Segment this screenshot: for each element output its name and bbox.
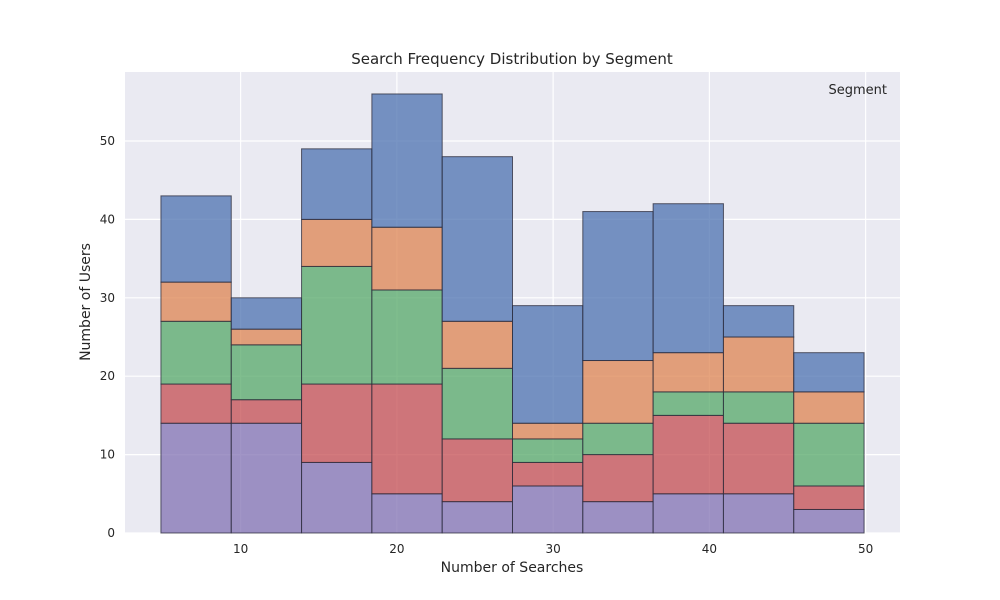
bar-segment-5 xyxy=(230,297,303,330)
y-axis-label: Number of Users xyxy=(78,243,94,361)
bars xyxy=(160,93,865,534)
bar-segment-3 xyxy=(793,422,865,487)
bar-segment-4 xyxy=(512,422,584,440)
bar-segment-5 xyxy=(582,211,654,362)
bar-segment-5 xyxy=(441,156,513,322)
bar-segment-4 xyxy=(793,391,865,424)
x-tick-label: 50 xyxy=(858,542,873,556)
bar-segment-5 xyxy=(652,203,724,354)
bar-segment-1 xyxy=(722,493,795,534)
chart-title: Search Frequency Distribution by Segment xyxy=(351,50,673,68)
y-tick-label: 40 xyxy=(100,212,115,226)
bar-segment-1 xyxy=(230,422,303,534)
bar-segment-3 xyxy=(441,367,513,440)
y-tick-label: 20 xyxy=(100,369,115,383)
bar-segment-3 xyxy=(512,438,584,463)
bar-segment-2 xyxy=(793,485,865,510)
x-ticks: 10 20 30 40 50 xyxy=(233,542,873,556)
x-tick-label: 20 xyxy=(389,542,404,556)
bar-segment-4 xyxy=(371,226,443,291)
bar-segment-2 xyxy=(652,414,724,495)
bar-segment-2 xyxy=(512,461,584,487)
bar-segment-2 xyxy=(371,383,443,495)
bar-segment-3 xyxy=(652,391,724,416)
bar-segment-2 xyxy=(301,383,373,463)
legend-title: Segment xyxy=(829,83,888,98)
bar-segment-5 xyxy=(793,352,865,393)
bar-segment-4 xyxy=(160,281,232,322)
bar-segment-4 xyxy=(582,360,654,424)
x-axis-label: Number of Searches xyxy=(441,560,584,576)
y-tick-label: 0 xyxy=(107,526,115,540)
bar-segment-2 xyxy=(230,399,303,424)
y-tick-label: 50 xyxy=(100,134,115,148)
y-ticks: 0 10 20 30 40 50 xyxy=(100,134,115,540)
bar-segment-2 xyxy=(582,454,654,503)
bar-segment-3 xyxy=(301,265,373,385)
bar-segment-3 xyxy=(160,320,232,385)
bar-segment-1 xyxy=(582,501,654,534)
bar-segment-5 xyxy=(371,93,443,228)
bar-segment-1 xyxy=(512,485,584,534)
bar-segment-5 xyxy=(512,305,584,424)
bar-segment-4 xyxy=(722,336,795,393)
bar-segment-4 xyxy=(441,320,513,369)
bar-segment-1 xyxy=(652,493,724,534)
x-tick-label: 30 xyxy=(545,542,560,556)
bar-segment-3 xyxy=(230,344,303,401)
bar-segment-5 xyxy=(722,305,795,338)
bar-segment-5 xyxy=(301,148,373,220)
y-tick-label: 30 xyxy=(100,291,115,305)
bar-segment-1 xyxy=(160,422,232,534)
bar-segment-3 xyxy=(722,391,795,424)
bar-segment-1 xyxy=(441,501,513,534)
bar-segment-3 xyxy=(371,289,443,385)
bar-segment-4 xyxy=(652,352,724,393)
x-tick-label: 40 xyxy=(702,542,717,556)
bar-segment-1 xyxy=(301,461,373,534)
bar-segment-4 xyxy=(301,218,373,267)
bar-segment-2 xyxy=(441,438,513,503)
bar-segment-1 xyxy=(371,493,443,534)
bar-segment-4 xyxy=(230,328,303,346)
x-tick-label: 10 xyxy=(233,542,248,556)
bar-segment-1 xyxy=(793,508,865,534)
bar-segment-5 xyxy=(160,195,232,283)
bar-segment-2 xyxy=(160,383,232,424)
y-tick-label: 10 xyxy=(100,448,115,462)
bar-segment-2 xyxy=(722,422,795,495)
bar-segment-3 xyxy=(582,422,654,456)
